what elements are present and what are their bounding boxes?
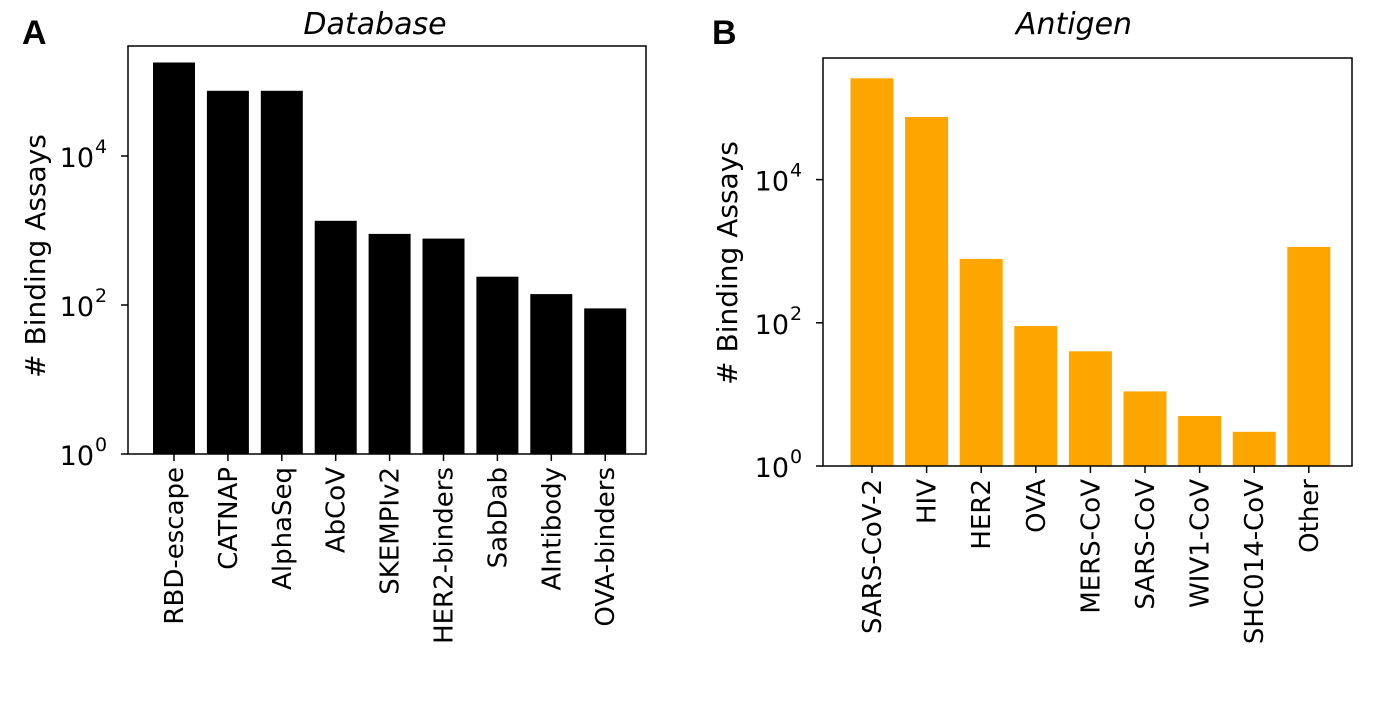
bar-ova	[1014, 326, 1058, 466]
x-tick-label: AbCoV	[322, 467, 352, 553]
panel-b-title: Antigen	[1014, 7, 1132, 42]
bar-hiv	[905, 117, 949, 466]
bar-catnap	[206, 90, 249, 455]
y-tick-label: 10	[60, 143, 94, 174]
bar-ova-binders	[584, 308, 627, 454]
panel-a-axes-frame	[127, 45, 647, 455]
bar-shc014-cov	[1232, 431, 1276, 466]
y-tick-exponent: 2	[790, 303, 802, 325]
y-tick-label: 10	[755, 167, 789, 198]
x-tick-label: SARS-CoV-2	[858, 479, 888, 634]
y-tick-label: 10	[755, 310, 789, 341]
bar-abcov	[314, 220, 357, 454]
panel-a-y-axis-label: # Binding Assays	[19, 134, 52, 378]
x-tick-label: HER2	[967, 479, 997, 550]
panel-b-y-axis-label: # Binding Assays	[711, 141, 744, 385]
x-tick-label: Other	[1295, 479, 1325, 553]
x-tick-label: WIV1-CoV	[1186, 479, 1216, 608]
bar-her2-binders	[422, 238, 465, 454]
y-tick-exponent: 0	[790, 446, 802, 468]
y-tick-exponent: 0	[95, 434, 107, 456]
bar-other	[1287, 246, 1331, 466]
x-tick-label: CATNAP	[214, 467, 244, 570]
panel-a-title: Database	[303, 7, 446, 42]
x-tick-label: SHC014-CoV	[1240, 479, 1270, 644]
x-tick-label: OVA	[1022, 479, 1052, 533]
bar-sars-cov	[1123, 391, 1167, 466]
bar-skempiv2	[368, 233, 411, 454]
bar-aintibody	[530, 294, 573, 454]
y-tick-label: 10	[755, 453, 789, 484]
panel-a-letter: A	[22, 14, 47, 52]
bar-alphaseq	[260, 90, 303, 455]
x-tick-label: SKEMPIv2	[376, 467, 406, 595]
panel-b-x-ticks: SARS-CoV-2 HIV HER2 OVA MERS-CoV SARS-CoV WIV1…	[858, 466, 1325, 644]
x-tick-label: SARS-CoV	[1131, 479, 1161, 610]
x-tick-label: HIV	[913, 479, 943, 524]
y-tick-exponent: 4	[790, 160, 802, 182]
x-tick-label: HER2-binders	[430, 467, 460, 644]
bar-rbd-escape	[153, 62, 195, 454]
y-tick-label: 10	[60, 441, 94, 472]
y-tick-label: 10	[60, 292, 94, 323]
x-tick-label: OVA-binders	[591, 467, 621, 627]
x-tick-label: RBD-escape	[160, 467, 190, 625]
bar-mers-cov	[1068, 351, 1112, 466]
bar-wiv1-cov	[1178, 416, 1222, 466]
bar-her2	[959, 258, 1003, 466]
y-tick-exponent: 2	[95, 285, 107, 307]
x-tick-label: MERS-CoV	[1076, 479, 1106, 614]
bar-sabdab	[476, 276, 519, 454]
panel-b-bars	[850, 78, 1331, 467]
x-tick-label: AlphaSeq	[268, 467, 298, 590]
x-tick-label: SabDab	[483, 467, 513, 568]
panel-b-letter: B	[712, 14, 737, 52]
panel-a-bars	[153, 62, 627, 455]
x-tick-label: AIntibody	[537, 467, 567, 591]
bar-sars-cov-2	[850, 78, 894, 467]
panel-a-x-ticks: RBD-escape CATNAP AlphaSeq AbCoV SKEMPIv2 HER…	[160, 454, 621, 644]
panel-b-axes-frame	[822, 57, 1353, 467]
y-tick-exponent: 4	[95, 136, 107, 158]
